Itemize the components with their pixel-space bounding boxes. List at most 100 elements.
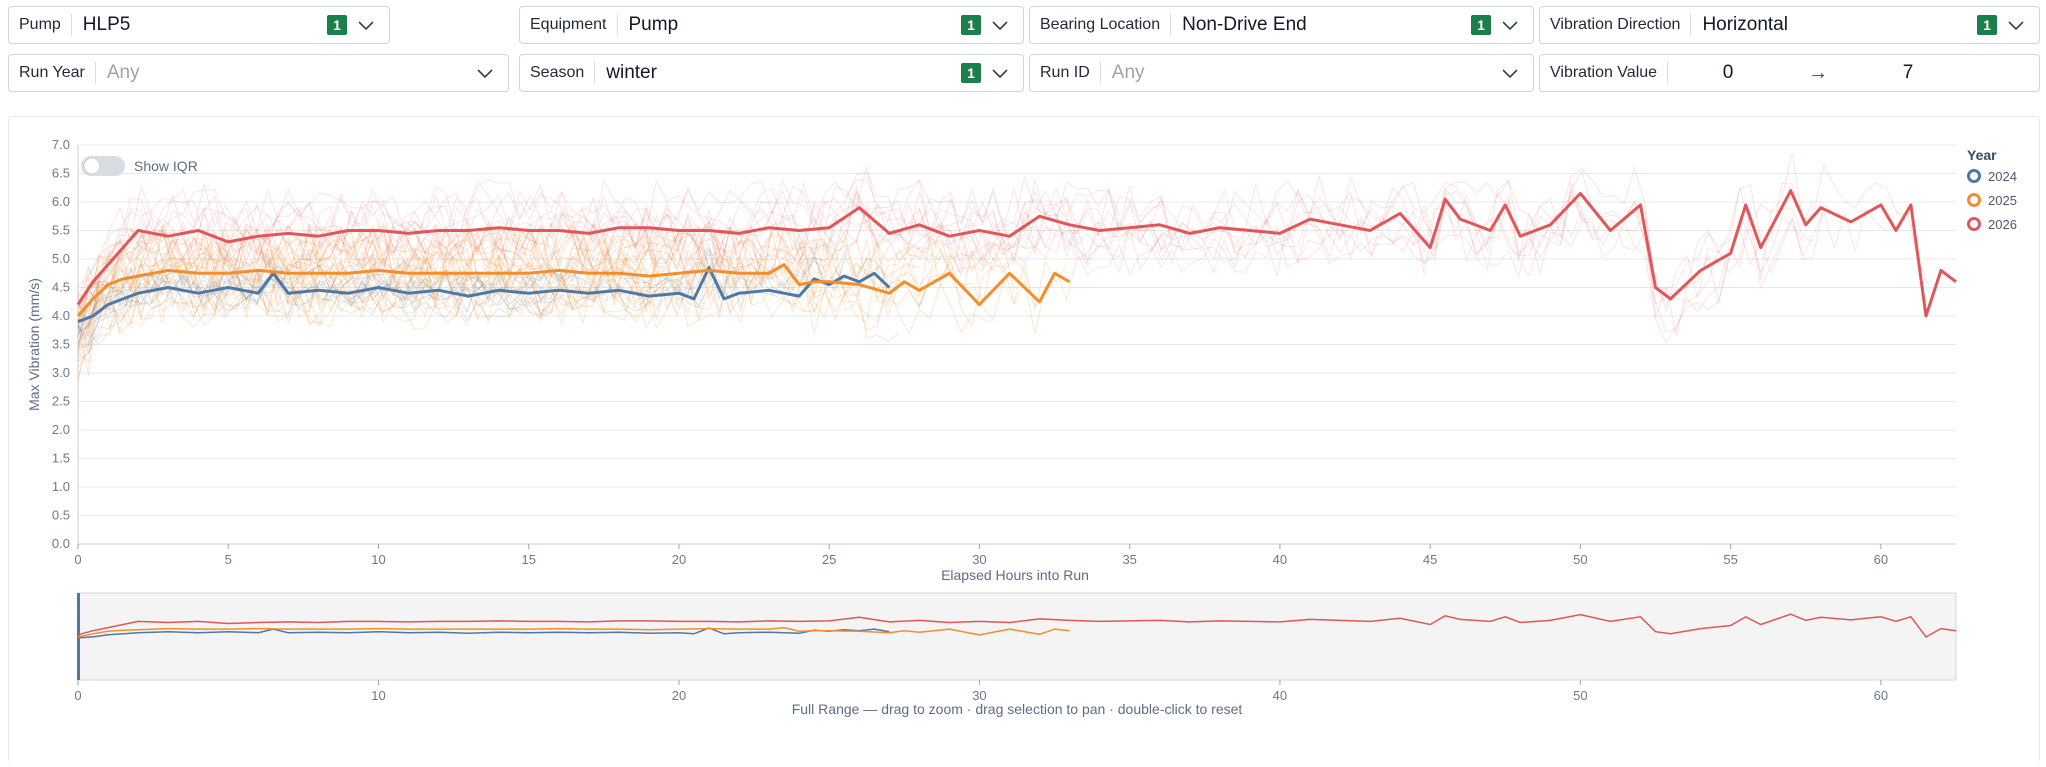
- y-tick-label: 2.0: [52, 422, 70, 437]
- x-tick-label: 15: [521, 552, 535, 567]
- run-trace: [77, 278, 552, 363]
- chevron-down-icon[interactable]: [355, 14, 377, 36]
- run-trace: [77, 182, 1814, 326]
- run-trace: [77, 271, 563, 347]
- run-trace: [77, 251, 815, 351]
- navigator-tick-label: 0: [74, 688, 81, 703]
- series-lines: [76, 189, 1957, 324]
- x-tick-label: 50: [1573, 552, 1587, 567]
- x-tick-label: 60: [1874, 552, 1888, 567]
- series-line-2024[interactable]: [77, 266, 891, 324]
- x-tick-label: 40: [1273, 552, 1287, 567]
- chart-grid: [77, 144, 1956, 545]
- run-trace: [77, 263, 668, 379]
- y-tick-label: 3.5: [52, 337, 70, 352]
- equipment-filter-label: Equipment: [520, 14, 618, 36]
- show-iqr-label: Show IQR: [134, 158, 198, 174]
- run-id-filter[interactable]: Run ID Any: [1029, 54, 1534, 92]
- pump-filter-value: HLP5: [82, 14, 131, 35]
- pump-filter-label: Pump: [9, 14, 72, 36]
- series-line-2025[interactable]: [76, 263, 1071, 317]
- run-trace: [77, 200, 1888, 333]
- y-tick-label: 3.0: [52, 365, 70, 380]
- run-trace: [77, 246, 636, 329]
- run-year-filter-placeholder: Any: [106, 62, 140, 83]
- bearing-location-filter-value: Non-Drive End: [1182, 14, 1307, 35]
- vibration-min-input[interactable]: 0: [1722, 62, 1734, 83]
- vibration-max-input[interactable]: 7: [1902, 62, 1914, 83]
- chevron-down-icon[interactable]: [2005, 14, 2027, 36]
- run-trace: [77, 216, 1036, 312]
- chevron-down-icon[interactable]: [474, 62, 496, 84]
- legend-marker-2024[interactable]: [1967, 169, 1981, 183]
- navigator-series: [77, 613, 1957, 639]
- season-filter[interactable]: Season winter 1: [519, 54, 1024, 92]
- range-navigator[interactable]: 0 10 20 30 40 50 60 Full Range — drag to zoom …: [74, 592, 1957, 717]
- run-trace: [77, 264, 552, 342]
- y-tick-label: 0.5: [52, 508, 70, 523]
- filter-bar: Pump HLP5 1 Equipment Pump 1 Bearing Loc…: [8, 6, 2040, 96]
- y-axis-title: Max Vibration (mm/s): [26, 278, 42, 411]
- vibration-direction-filter[interactable]: Vibration Direction Horizontal 1: [1539, 6, 2040, 44]
- navigator-tick-label: 30: [972, 688, 986, 703]
- run-trace: [77, 221, 1068, 310]
- x-tick-label: 20: [672, 552, 686, 567]
- run-year-filter[interactable]: Run Year Any: [8, 54, 509, 92]
- legend-label-2026[interactable]: 2026: [1988, 217, 2017, 232]
- individual-run-traces: [77, 153, 1930, 382]
- navigator-tick-label: 50: [1573, 688, 1587, 703]
- chevron-down-icon[interactable]: [1499, 62, 1521, 84]
- run-id-filter-placeholder: Any: [1111, 62, 1145, 83]
- run-trace: [77, 276, 794, 355]
- y-tick-label: 5.5: [52, 223, 70, 238]
- y-tick-label: 4.5: [52, 280, 70, 295]
- season-filter-value: winter: [606, 62, 657, 83]
- run-trace: [77, 240, 742, 307]
- season-filter-count-badge: 1: [961, 63, 981, 83]
- run-trace: [77, 166, 1120, 325]
- run-trace: [77, 153, 1930, 337]
- run-trace: [77, 265, 857, 348]
- chevron-down-icon[interactable]: [989, 62, 1011, 84]
- y-tick-label: 7.0: [52, 137, 70, 152]
- x-tick-label: 5: [225, 552, 232, 567]
- navigator-line-2026: [77, 613, 1957, 638]
- vibration-value-filter: Vibration Value 0 → 7: [1539, 54, 2040, 92]
- chevron-down-icon[interactable]: [1499, 14, 1521, 36]
- chevron-down-icon[interactable]: [989, 14, 1011, 36]
- series-line-2026[interactable]: [76, 189, 1957, 318]
- legend-label-2025[interactable]: 2025: [1988, 193, 2017, 208]
- equipment-filter-value: Pump: [628, 14, 679, 35]
- run-id-filter-label: Run ID: [1030, 62, 1101, 84]
- run-trace: [77, 251, 657, 346]
- run-trace: [77, 225, 826, 356]
- run-trace: [77, 224, 678, 353]
- equipment-filter[interactable]: Equipment Pump 1: [519, 6, 1024, 44]
- legend-label-2024[interactable]: 2024: [1988, 169, 2017, 184]
- vibration-value-filter-label: Vibration Value: [1540, 62, 1669, 84]
- run-trace: [77, 263, 720, 343]
- y-tick-label: 1.5: [52, 451, 70, 466]
- x-tick-label: 10: [371, 552, 385, 567]
- show-iqr-toggle[interactable]: Show IQR: [81, 156, 198, 176]
- vibration-chart: 0.0 0.5 1.0 1.5 2.0 2.5 3.0 3.5 4.0 4.5 5.0 5.5 6.0 6…: [26, 137, 2017, 717]
- run-trace: [77, 223, 615, 315]
- toggle-knob[interactable]: [83, 157, 101, 175]
- pump-filter[interactable]: Pump HLP5 1: [8, 6, 390, 44]
- y-axis: 0.0 0.5 1.0 1.5 2.0 2.5 3.0 3.5 4.0 4.5 5.0 5.5 6.0 6…: [52, 137, 70, 551]
- x-tick-label: 55: [1723, 552, 1737, 567]
- run-trace: [77, 193, 1183, 331]
- legend-marker-2025[interactable]: [1967, 193, 1981, 207]
- run-trace: [77, 226, 1015, 338]
- bearing-location-filter[interactable]: Bearing Location Non-Drive End 1: [1029, 6, 1534, 44]
- navigator-line-2025: [77, 626, 1070, 638]
- run-trace: [77, 225, 994, 350]
- navigator-background[interactable]: [77, 592, 1957, 681]
- x-axis: 0 5 10 15 20 25 30 35 40 45 50 55 60: [74, 544, 1888, 567]
- legend-title: Year: [1967, 147, 1997, 163]
- bearing-location-filter-count-badge: 1: [1471, 15, 1491, 35]
- run-trace: [77, 188, 1719, 313]
- legend-marker-2026[interactable]: [1967, 217, 1981, 231]
- pump-filter-count-badge: 1: [327, 15, 347, 35]
- x-tick-label: 0: [74, 552, 81, 567]
